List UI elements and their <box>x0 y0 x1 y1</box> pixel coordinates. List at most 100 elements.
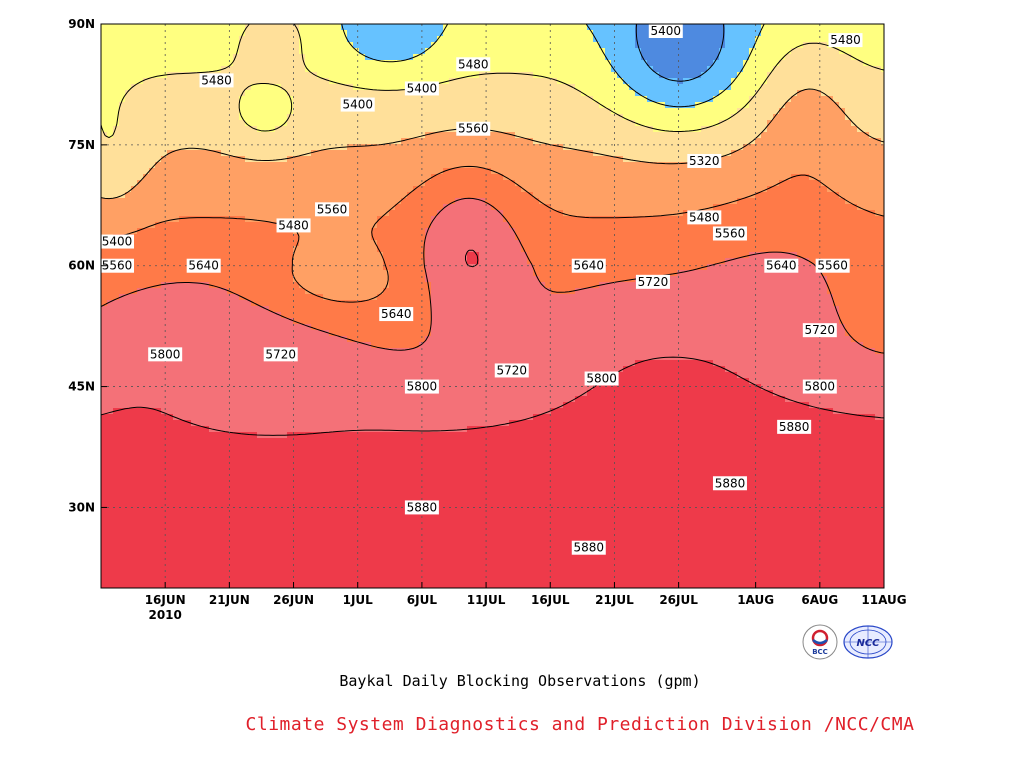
contour-fill-cell <box>425 144 432 151</box>
contour-fill-cell <box>281 132 288 139</box>
contour-fill-cell <box>653 102 660 109</box>
contour-fill-cell <box>797 54 804 61</box>
contour-fill-cell <box>281 108 288 115</box>
contour-fill-cell <box>275 108 282 115</box>
contour-fill-cell <box>605 126 612 133</box>
contour-fill-cell <box>479 162 486 169</box>
contour-fill-cell <box>179 90 186 97</box>
contour-fill-cell <box>485 138 492 145</box>
contour-fill-cell <box>209 156 216 163</box>
contour-fill-cell <box>725 186 732 193</box>
contour-fill-cell <box>557 174 564 181</box>
contour-fill-cell <box>491 132 498 139</box>
contour-fill-cell <box>299 60 306 67</box>
contour-fill-cell <box>449 198 456 205</box>
contour-fill-cell <box>575 24 582 31</box>
contour-fill-cell <box>269 240 276 247</box>
contour-fill-cell <box>629 84 636 91</box>
contour-fill-cell <box>179 162 186 169</box>
contour-fill-cell <box>749 144 756 151</box>
contour-fill-cell <box>473 30 480 37</box>
contour-fill-cell <box>287 210 294 217</box>
contour-fill-cell <box>827 144 834 151</box>
contour-fill-cell <box>869 174 876 181</box>
contour-fill-cell <box>797 174 804 181</box>
contour-fill-cell <box>353 192 360 199</box>
contour-fill-cell <box>413 180 420 187</box>
contour-fill-cell <box>635 144 642 151</box>
contour-fill-cell <box>485 228 492 235</box>
contour-fill-cell <box>269 168 276 175</box>
contour-fill-cell <box>575 198 582 205</box>
contour-fill-cell <box>875 132 882 139</box>
contour-fill-cell <box>851 78 858 85</box>
contour-fill-cell <box>629 156 636 163</box>
contour-fill-cell <box>257 42 264 49</box>
contour-fill-cell <box>131 126 138 133</box>
contour-fill-cell <box>179 30 186 37</box>
contour-fill-cell <box>575 222 582 229</box>
contour-fill-cell <box>161 84 168 91</box>
contour-fill-cell <box>305 48 312 55</box>
contour-fill-cell <box>587 96 594 103</box>
contour-fill-cell <box>827 120 834 127</box>
contour-fill-cell <box>455 102 462 109</box>
contour-fill-cell <box>857 48 864 55</box>
contour-fill-cell <box>215 252 222 259</box>
contour-fill-cell <box>521 132 528 139</box>
contour-fill-cell <box>263 132 270 139</box>
contour-fill-cell <box>737 54 744 61</box>
contour-fill-cell <box>581 228 588 235</box>
contour-fill-cell <box>311 162 318 169</box>
contour-fill-cell <box>515 138 522 145</box>
contour-fill-cell <box>395 30 402 37</box>
contour-fill-cell <box>173 72 180 79</box>
contour-fill-cell <box>467 108 474 115</box>
contour-fill-cell <box>233 102 240 109</box>
contour-fill-cell <box>359 42 366 49</box>
contour-fill-cell <box>713 192 720 199</box>
contour-fill-cell <box>725 216 732 223</box>
contour-fill-cell <box>305 156 312 163</box>
contour-fill-cell <box>101 66 108 73</box>
contour-fill-cell <box>695 72 702 79</box>
contour-fill-cell <box>239 84 246 91</box>
contour-fill-cell <box>461 162 468 169</box>
contour-fill-cell <box>527 48 534 55</box>
contour-fill-cell <box>113 186 120 193</box>
contour-fill-cell <box>473 204 480 211</box>
contour-fill-cell <box>197 162 204 169</box>
contour-fill-cell <box>173 36 180 43</box>
contour-fill-cell <box>815 240 822 247</box>
contour-fill-cell <box>251 108 258 115</box>
contour-fill-cell <box>467 162 474 169</box>
contour-fill-cell <box>821 42 828 49</box>
contour-fill-cell <box>725 246 732 253</box>
contour-fill-cell <box>383 132 390 139</box>
contour-fill-cell <box>113 24 120 31</box>
contour-fill-cell <box>755 180 762 187</box>
contour-fill-cell <box>761 132 768 139</box>
contour-fill-cell <box>431 132 438 139</box>
contour-fill-cell <box>245 108 252 115</box>
contour-fill-cell <box>533 120 540 127</box>
contour-fill-cell <box>383 48 390 55</box>
contour-fill-cell <box>551 114 558 121</box>
contour-fill-cell <box>767 126 774 133</box>
contour-fill-cell <box>215 36 222 43</box>
contour-fill-cell <box>497 96 504 103</box>
contour-fill-cell <box>785 30 792 37</box>
contour-fill-cell <box>719 54 726 61</box>
contour-fill-cell <box>533 66 540 73</box>
contour-fill-cell <box>407 216 414 223</box>
contour-fill-cell <box>197 144 204 151</box>
contour-fill-cell <box>311 240 318 247</box>
contour-fill-cell <box>527 60 534 67</box>
contour-fill-cell <box>491 246 498 253</box>
contour-fill-cell <box>521 204 528 211</box>
contour-fill-cell <box>263 174 270 181</box>
contour-fill-cell <box>323 228 330 235</box>
contour-fill-cell <box>701 96 708 103</box>
contour-fill-cell <box>485 180 492 187</box>
contour-fill-cell <box>707 228 714 235</box>
